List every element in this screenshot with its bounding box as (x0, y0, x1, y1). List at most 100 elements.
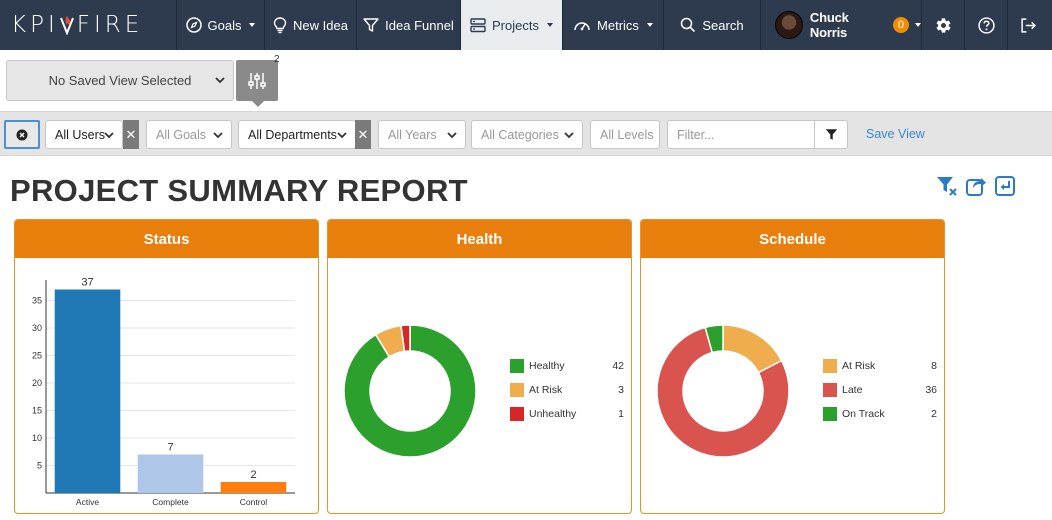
legend-value: 8 (931, 360, 937, 372)
y-tick-label: 10 (32, 433, 42, 443)
logo-text-left: KPI (11, 12, 59, 38)
nav-projects[interactable]: Projects (460, 0, 562, 50)
funnel-icon (363, 18, 379, 32)
health-panel-title: Health (328, 220, 631, 258)
users-filter-select[interactable]: All Users (45, 120, 123, 149)
schedule-donut-chart (656, 324, 790, 458)
legend-swatch (823, 383, 837, 397)
page-title: PROJECT SUMMARY REPORT (10, 173, 468, 208)
categories-filter-select[interactable]: All Categories (471, 120, 583, 149)
y-tick-label: 25 (32, 351, 42, 361)
departments-filter-select[interactable]: All Departments (238, 120, 356, 149)
legend-item: On Track 2 (823, 402, 937, 426)
nav-new-idea-label: New Idea (293, 17, 348, 33)
legend-value: 3 (618, 384, 624, 396)
clear-users-filter-button[interactable]: ✕ (123, 120, 139, 149)
close-icon: ✕ (125, 126, 137, 142)
help-button[interactable] (964, 0, 1007, 50)
goals-filter-value: All Goals (156, 127, 207, 142)
bar-value-label: 2 (250, 469, 256, 481)
legend-item: Unhealthy 1 (510, 402, 624, 426)
chevron-down-icon (447, 132, 457, 139)
y-tick-label: 5 (37, 461, 42, 471)
nav-idea-funnel-label: Idea Funnel (385, 17, 454, 33)
bar-control[interactable] (220, 482, 287, 493)
chevron-down-icon (546, 23, 553, 27)
filter-bar: All Users ✕ All Goals All Departments ✕ … (0, 111, 1052, 156)
health-legend: Healthy 42 At Risk 3 Unhealthy 1 (510, 354, 624, 426)
close-circle-icon (16, 129, 28, 140)
server-icon (470, 17, 486, 32)
legend-label: Unhealthy (529, 408, 577, 420)
logout-button[interactable] (1007, 0, 1049, 50)
back-arrow-icon[interactable] (994, 175, 1016, 197)
chevron-down-icon (646, 23, 653, 27)
filter-clear-icon[interactable] (936, 175, 958, 197)
legend-value: 42 (612, 360, 624, 372)
y-tick-label: 35 (32, 296, 42, 306)
slice-late[interactable] (656, 326, 790, 458)
y-tick-label: 15 (32, 406, 42, 416)
legend-swatch (823, 359, 837, 373)
nav-metrics[interactable]: Metrics (562, 0, 663, 50)
settings-button[interactable] (921, 0, 964, 50)
save-view-link[interactable]: Save View (866, 127, 925, 141)
bar-complete[interactable] (137, 454, 204, 494)
avatar (775, 11, 803, 39)
status-panel-title: Status (15, 220, 318, 258)
nav-goals[interactable]: Goals (176, 0, 264, 50)
health-panel: Health Healthy 42 At Risk 3 Unhealthy 1 (327, 219, 632, 514)
clear-departments-filter-button[interactable]: ✕ (355, 120, 371, 149)
legend-swatch (510, 359, 524, 373)
y-tick-label: 20 (32, 378, 42, 388)
chevron-down-icon (249, 23, 256, 27)
levels-filter-value: All Levels (600, 127, 654, 142)
kpifire-logo[interactable]: KPI FIRE (0, 0, 176, 50)
logout-icon (1021, 17, 1036, 33)
top-navbar: KPI FIRE Goals New Idea Idea Funnel Proj… (0, 0, 1052, 50)
share-icon[interactable] (965, 175, 987, 197)
clear-filters-button[interactable] (4, 120, 40, 149)
slice-unhealthy[interactable] (400, 324, 411, 353)
legend-label: Late (842, 384, 863, 396)
bar-value-label: 37 (81, 277, 93, 289)
categories-filter-value: All Categories (481, 127, 559, 142)
legend-swatch (510, 407, 524, 421)
nav-new-idea[interactable]: New Idea (264, 0, 356, 50)
chevron-down-icon (215, 77, 225, 84)
search-icon (681, 17, 696, 33)
goals-filter-select[interactable]: All Goals (146, 120, 232, 149)
notification-badge: 0 (892, 17, 910, 33)
saved-view-select[interactable]: No Saved View Selected (6, 60, 234, 101)
filter-icon (825, 129, 837, 140)
user-name: Chuck Norris (809, 10, 849, 40)
legend-value: 36 (925, 384, 937, 396)
nav-search[interactable]: Search (663, 0, 760, 50)
schedule-legend: At Risk 8 Late 36 On Track 2 (823, 354, 937, 426)
slice-on-track[interactable] (704, 324, 724, 354)
lightbulb-icon (273, 16, 287, 33)
schedule-panel: Schedule At Risk 8 Late 36 On Track 2 (640, 219, 945, 514)
report-tools (936, 175, 1016, 197)
user-menu[interactable]: Chuck Norris 0 (760, 0, 922, 50)
slice-healthy[interactable] (343, 324, 477, 458)
view-settings-button[interactable] (236, 60, 278, 107)
status-bar-chart: 5 10 15 20 25 30 35 37 Active 7 Complete 2 Control (32, 277, 295, 507)
legend-value: 1 (618, 408, 624, 420)
gear-icon (936, 17, 950, 33)
question-icon (977, 16, 995, 34)
filter-text-input[interactable]: Filter... (667, 120, 815, 149)
logo-flame-icon (59, 15, 74, 35)
levels-filter-select[interactable]: All Levels (590, 120, 660, 149)
compass-icon (185, 17, 202, 33)
nav-idea-funnel[interactable]: Idea Funnel (356, 0, 460, 50)
chevron-down-icon (915, 23, 922, 27)
apply-filter-button[interactable] (814, 120, 848, 149)
years-filter-value: All Years (388, 127, 437, 142)
nav-goals-label: Goals (207, 17, 242, 33)
bar-active[interactable] (54, 289, 121, 494)
users-filter-value: All Users (55, 127, 106, 142)
bar-value-label: 7 (167, 442, 173, 454)
years-filter-select[interactable]: All Years (378, 120, 466, 149)
chevron-down-icon (213, 132, 223, 139)
